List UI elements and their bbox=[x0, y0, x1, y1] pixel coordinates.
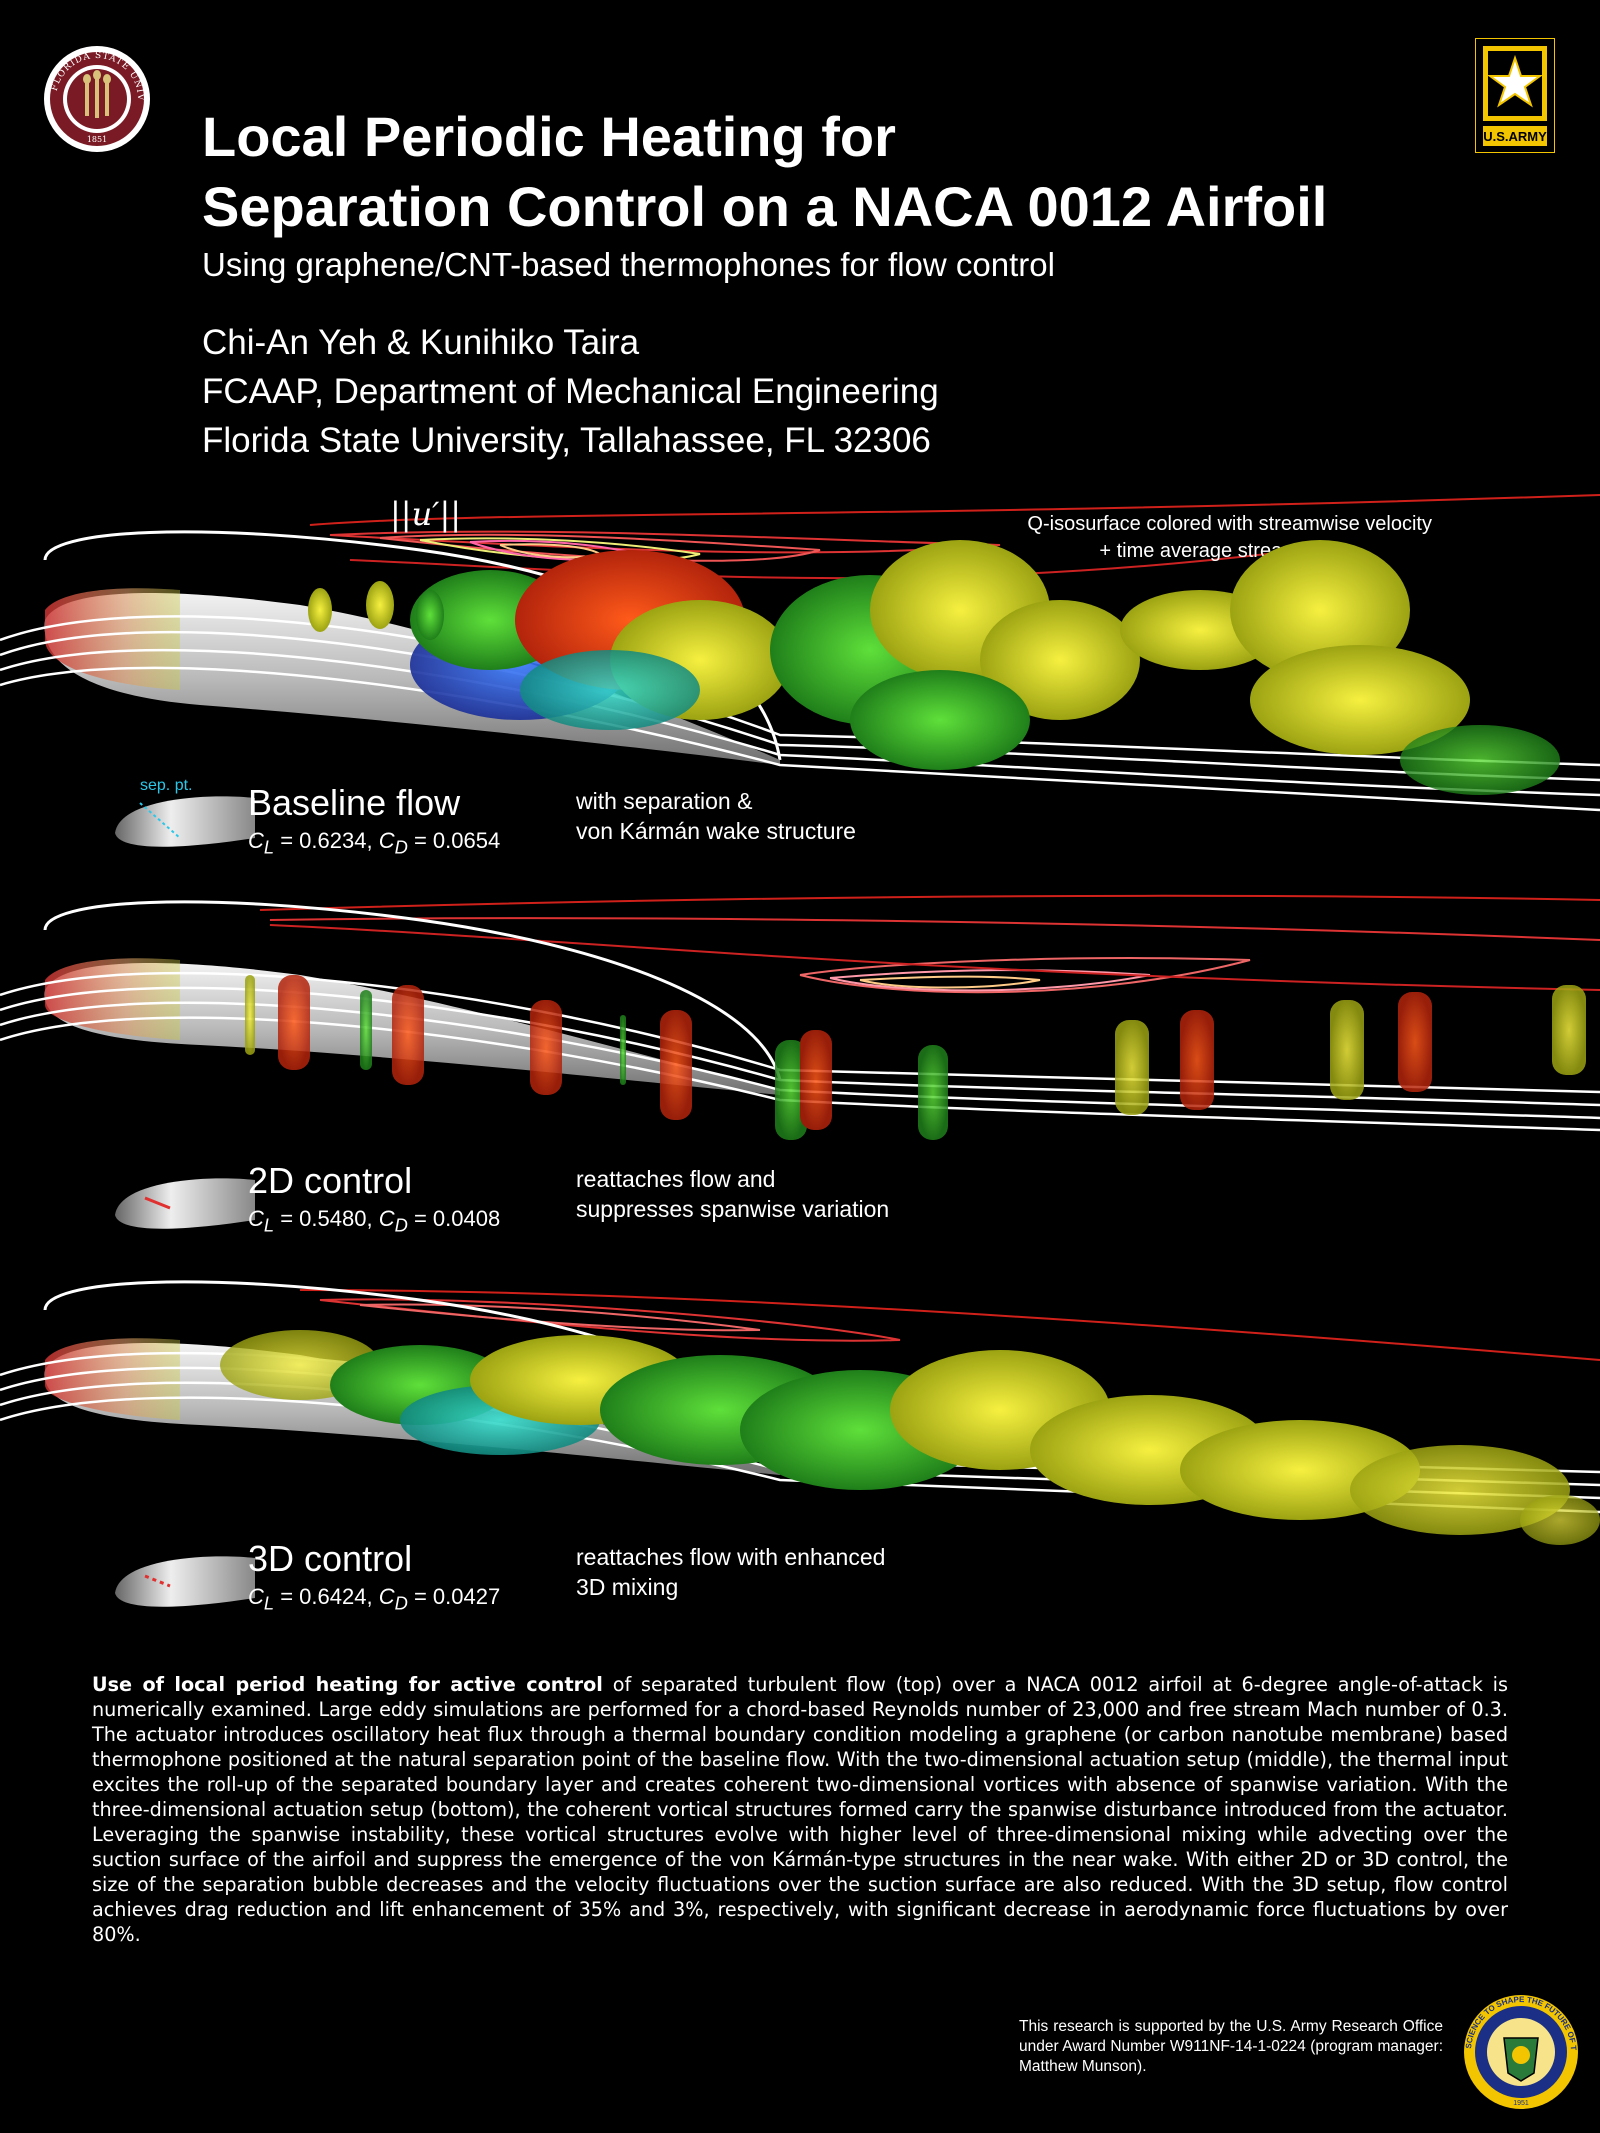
baseline-description: with separation & von Kármán wake structu… bbox=[576, 788, 856, 844]
army-logo-text: U.S.ARMY bbox=[1483, 129, 1547, 144]
separation-point-label: sep. pt. bbox=[140, 778, 192, 794]
us-army-logo: U.S.ARMY bbox=[1475, 38, 1555, 153]
vortex-structures bbox=[308, 540, 1560, 795]
fsu-seal-year: 1851 bbox=[87, 135, 107, 144]
2d-control-mini-airfoil bbox=[115, 1178, 255, 1229]
affiliation-department: FCAAP, Department of Mechanical Engineer… bbox=[202, 372, 939, 411]
baseline-mini-airfoil: sep. pt. bbox=[115, 778, 255, 847]
title-line-2: Separation Control on a NACA 0012 Airfoi… bbox=[202, 175, 1328, 238]
subtitle: Using graphene/CNT-based thermophones fo… bbox=[202, 246, 1055, 283]
title-line-1: Local Periodic Heating for bbox=[202, 105, 896, 168]
army-star-icon bbox=[1486, 54, 1544, 108]
visualization-note-line-1: Q-isosurface colored with streamwise vel… bbox=[1027, 513, 1432, 535]
leading-edge-actuator-zone bbox=[45, 958, 180, 1040]
authors: Chi-An Yeh & Kunihiko Taira bbox=[202, 323, 640, 362]
affiliation-university: Florida State University, Tallahassee, F… bbox=[202, 421, 931, 460]
velocity-contours bbox=[299, 1289, 1600, 1361]
2d-control-coefficients: CL = 0.5480, CD = 0.0408 bbox=[248, 1206, 501, 1236]
velocity-fluctuation-label: ||u′|| bbox=[390, 495, 461, 533]
baseline-title: Baseline flow bbox=[248, 782, 461, 823]
abstract-paragraph: Use of local period heating for active c… bbox=[92, 1672, 1508, 1947]
2d-control-title: 2D control bbox=[248, 1160, 413, 1201]
author-block: Chi-An Yeh & Kunihiko Taira FCAAP, Depar… bbox=[202, 318, 939, 465]
3d-control-visualization bbox=[0, 1280, 1600, 1545]
streamlines bbox=[0, 615, 1600, 812]
3d-control-description: reattaches flow with enhanced 3D mixing bbox=[576, 1544, 886, 1600]
2d-control-description: reattaches flow and suppresses spanwise v… bbox=[576, 1166, 890, 1222]
3d-control-coefficients: CL = 0.6424, CD = 0.0427 bbox=[248, 1584, 501, 1614]
page-title: Local Periodic Heating for Separation Co… bbox=[202, 102, 1502, 242]
vortex-tubes bbox=[245, 975, 1586, 1140]
3d-control-title: 3D control bbox=[248, 1538, 413, 1579]
airfoil-outline bbox=[43, 900, 782, 1081]
fsu-seal-logo: FLORIDA STATE UNIVERSITY 1851 bbox=[42, 44, 150, 152]
baseline-flow-visualization: ||u′|| Q-isosurface colored with streamw… bbox=[0, 494, 1600, 812]
3d-control-mini-airfoil bbox=[115, 1556, 255, 1607]
vortex-structures bbox=[220, 1330, 1600, 1545]
abstract-lead: Use of local period heating for active c… bbox=[92, 1673, 603, 1696]
2d-control-visualization bbox=[0, 894, 1600, 1140]
leading-edge-actuator-zone bbox=[45, 588, 180, 690]
abstract-body: of separated turbulent flow (top) over a… bbox=[92, 1673, 1509, 1946]
leading-edge-actuator-zone bbox=[45, 1338, 180, 1420]
arl-seal-year: 1951 bbox=[1513, 2100, 1529, 2107]
velocity-contours bbox=[259, 894, 1600, 994]
baseline-coefficients: CL = 0.6234, CD = 0.0654 bbox=[248, 828, 501, 858]
army-research-lab-seal: SCIENCE TO SHAPE THE FUTURE OF THE ARMY … bbox=[1462, 1993, 1578, 2109]
acknowledgment: This research is supported by the U.S. A… bbox=[1019, 2018, 1443, 2075]
